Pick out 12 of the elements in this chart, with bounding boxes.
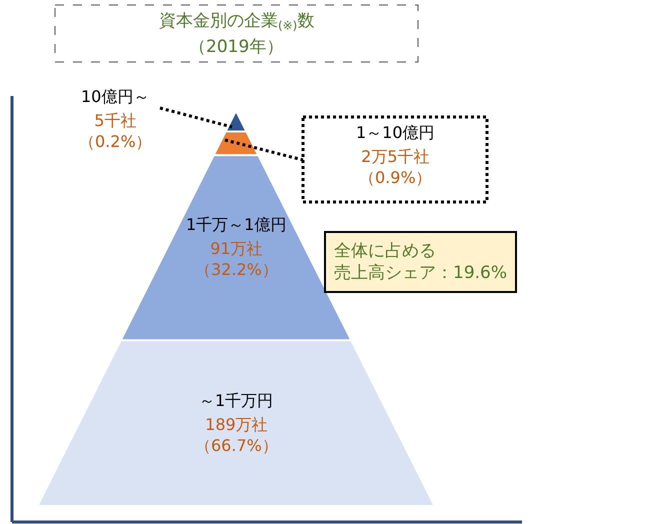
text: 資本金別の企業$_{(※)}$数 — [159, 11, 314, 33]
text: （2019年） — [189, 37, 284, 57]
category-label: ～1千万円 — [199, 391, 274, 410]
category-label: 1～10億円 — [356, 123, 435, 142]
data-label: 91万社（32.2%） — [195, 239, 278, 279]
data-label: 2万5千社（0.9%） — [359, 147, 432, 187]
text: 全体に占める — [334, 241, 436, 261]
data-label: 189万社（66.7%） — [195, 415, 278, 455]
category-label: 1千万～1億円 — [186, 215, 286, 234]
text: 売上高シェア：19.6% — [334, 263, 508, 284]
data-label: 5千社（0.2%） — [79, 111, 152, 151]
category-label: 10億円～ — [81, 87, 150, 106]
